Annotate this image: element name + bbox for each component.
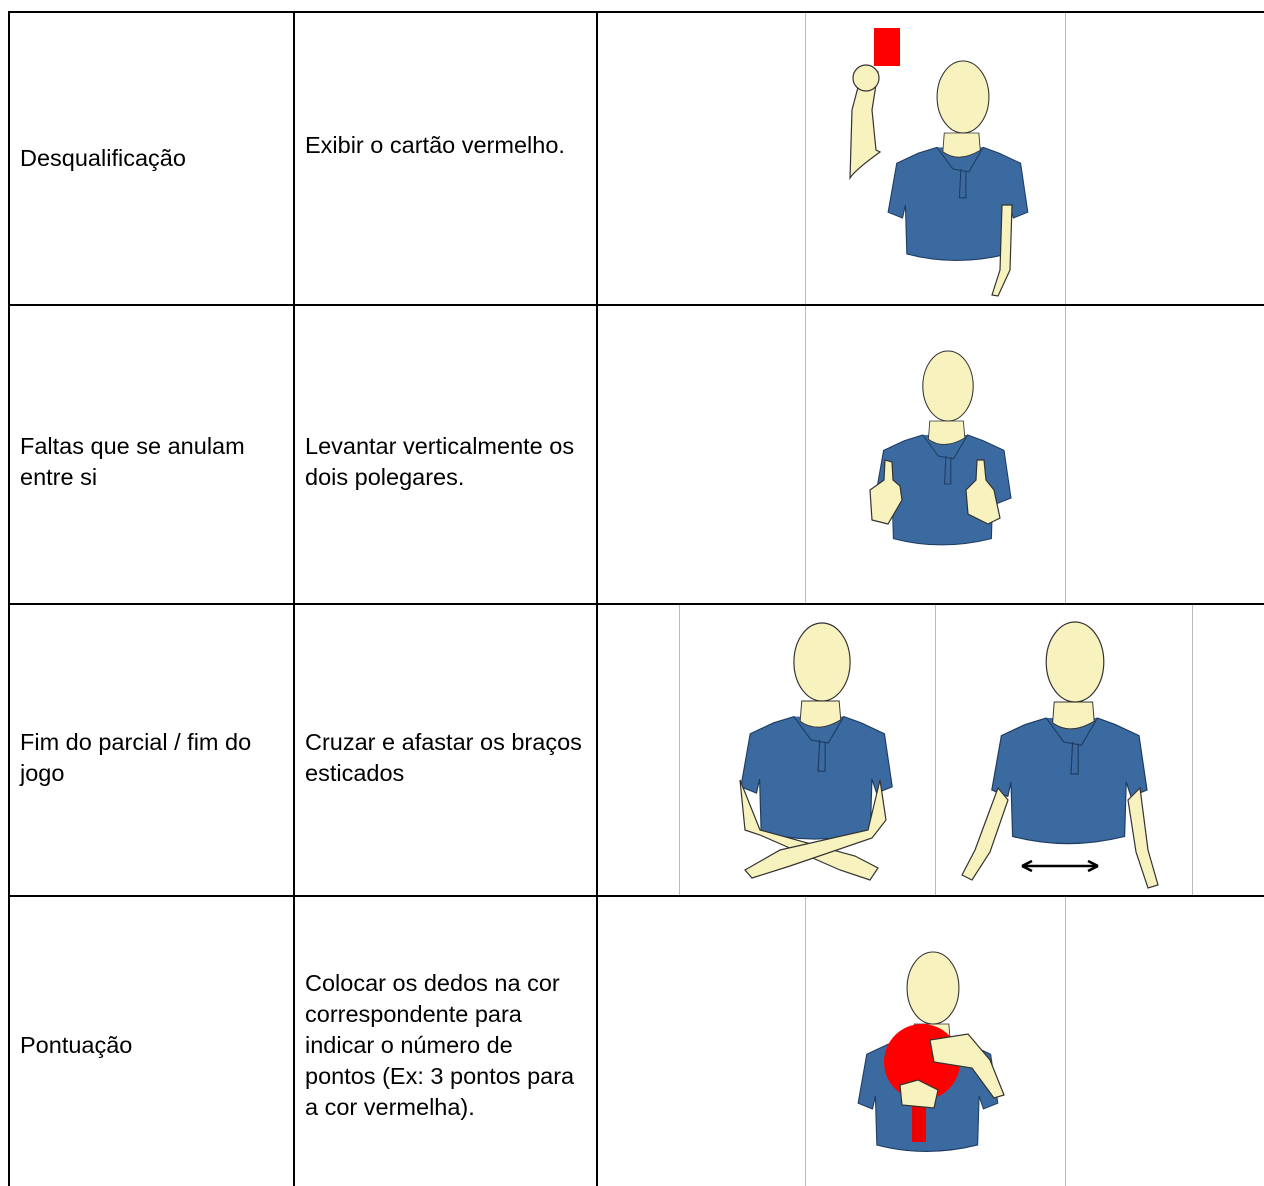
image-border xyxy=(1065,13,1066,304)
referee-crossed xyxy=(739,622,893,881)
signal-name: Desqualificação xyxy=(20,145,186,171)
row-border xyxy=(9,11,1264,13)
image-border xyxy=(1065,897,1066,1186)
col-border xyxy=(596,11,598,1186)
col-border xyxy=(293,11,295,1186)
image-border xyxy=(679,605,680,895)
referee xyxy=(740,622,893,840)
arrow xyxy=(1021,859,1099,873)
referee xyxy=(991,621,1148,845)
referee-thumbs xyxy=(869,350,1012,546)
signal-name: Fim do parcial / fim do jogo xyxy=(20,729,252,786)
image-border xyxy=(1192,605,1193,895)
image-border xyxy=(805,13,806,304)
referee-paddle xyxy=(857,951,1005,1152)
col-border xyxy=(8,11,10,1186)
red-card xyxy=(874,28,900,66)
signal-description: Exibir o cartão vermelho. xyxy=(305,132,565,158)
row-border xyxy=(9,304,1264,306)
referee-red-card xyxy=(849,28,1029,297)
signal-name: Pontuação xyxy=(20,1032,133,1058)
signal-description: Levantar verticalmente os dois polegares… xyxy=(305,432,575,490)
signal-description: Colocar os dedos na cor correspondente p… xyxy=(305,970,575,1120)
image-border xyxy=(1065,306,1066,603)
signal-description: Cruzar e afastar os braços esticados xyxy=(305,729,582,786)
image-border xyxy=(805,897,806,1186)
row-border xyxy=(9,603,1264,605)
image-border xyxy=(805,306,806,603)
row-border xyxy=(9,895,1264,897)
referee-arms-apart xyxy=(961,621,1159,889)
image-border xyxy=(935,605,936,895)
signal-name: Faltas que se anulam entre si xyxy=(20,432,245,490)
